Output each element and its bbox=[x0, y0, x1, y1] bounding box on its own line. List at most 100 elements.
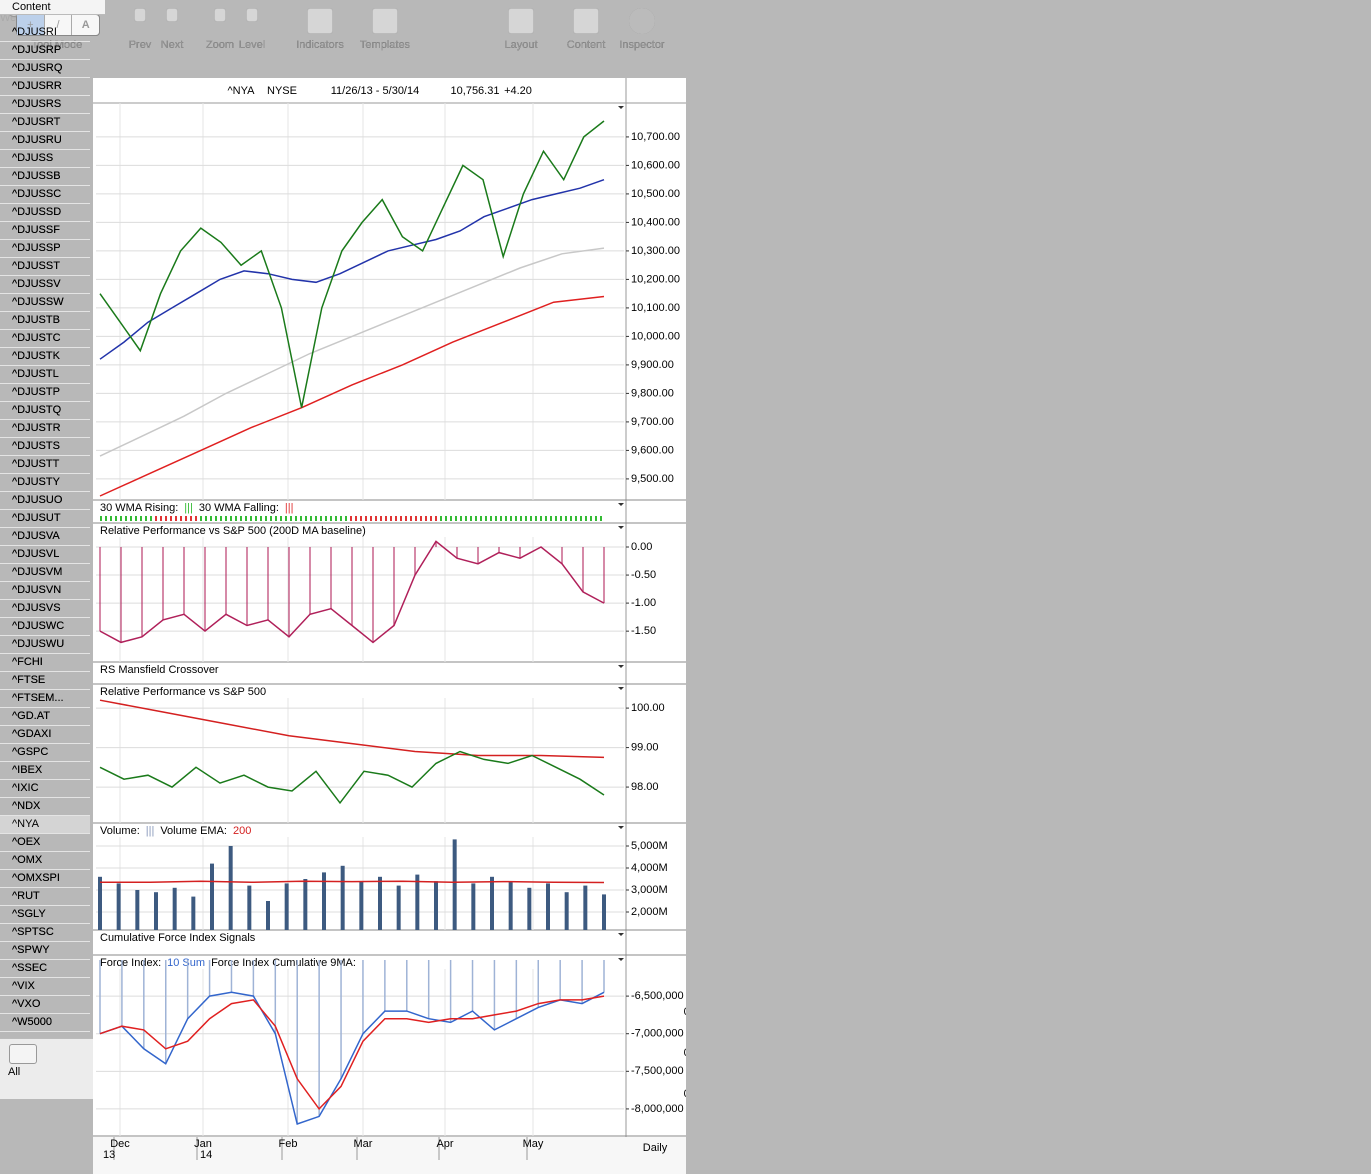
symbol-row[interactable]: ^OEX bbox=[0, 834, 90, 852]
tool-mode-control[interactable]: +/ A bbox=[16, 14, 100, 36]
symbol-row[interactable]: ^DJUSRI bbox=[0, 24, 90, 42]
symbol-row[interactable]: ^OMXSPI bbox=[0, 870, 90, 888]
symbol-row[interactable]: ^DJUSRQ bbox=[0, 60, 90, 78]
tool-button[interactable]: + bbox=[17, 15, 45, 35]
symbol-row[interactable]: ^DJUSVA bbox=[0, 528, 90, 546]
toolbar-label[interactable]: Level bbox=[238, 39, 266, 51]
trend-tick bbox=[315, 516, 317, 521]
toolbar-label[interactable]: Tool Mode bbox=[31, 39, 83, 51]
symbol-row[interactable]: ^DJUSSD bbox=[0, 204, 90, 222]
symbol-row[interactable]: ^IXIC bbox=[0, 780, 90, 798]
toolbar-label[interactable]: Inspector bbox=[619, 39, 665, 51]
toolbar-icon[interactable] bbox=[508, 8, 534, 34]
y-tick-label: 10,600.00 bbox=[631, 159, 680, 171]
toolbar-label[interactable]: Prev bbox=[128, 39, 152, 51]
symbol-row[interactable]: ^FCHI bbox=[0, 654, 90, 672]
toolbar-label[interactable]: Next bbox=[160, 39, 184, 51]
symbol-row[interactable]: ^DJUSSB bbox=[0, 168, 90, 186]
gear-button[interactable] bbox=[9, 1044, 37, 1064]
symbol-row[interactable]: ^IBEX bbox=[0, 762, 90, 780]
symbol-row[interactable]: ^DJUSTT bbox=[0, 456, 90, 474]
symbol-row[interactable]: ^DJUSSV bbox=[0, 276, 90, 294]
volume-bar bbox=[266, 901, 270, 930]
symbol-row[interactable]: ^DJUSWC bbox=[0, 618, 90, 636]
symbol-row[interactable]: ^DJUSTL bbox=[0, 366, 90, 384]
toolbar-icon[interactable] bbox=[214, 8, 226, 22]
symbol-row[interactable]: ^DJUSSF bbox=[0, 222, 90, 240]
symbol-row[interactable]: ^DJUSST bbox=[0, 258, 90, 276]
toolbar-label[interactable]: Templates bbox=[359, 39, 411, 51]
trend-tick bbox=[380, 516, 382, 521]
toolbar-label[interactable]: Indicators bbox=[296, 39, 344, 51]
volume-bar bbox=[490, 876, 494, 930]
toolbar-label[interactable]: Zoom bbox=[205, 39, 235, 51]
trend-tick bbox=[140, 516, 142, 521]
symbol-row[interactable]: ^DJUSTC bbox=[0, 330, 90, 348]
toolbar-icon[interactable] bbox=[134, 8, 146, 22]
symbol-row[interactable]: ^NDX bbox=[0, 798, 90, 816]
symbol-row[interactable]: ^DJUSSP bbox=[0, 240, 90, 258]
symbol-row[interactable]: ^GDAXI bbox=[0, 726, 90, 744]
toolbar-label[interactable]: Prev bbox=[128, 39, 152, 51]
symbol-row[interactable]: ^VIX bbox=[0, 978, 90, 996]
symbol-row[interactable]: ^DJUSVM bbox=[0, 564, 90, 582]
symbol-row[interactable]: ^DJUSSC bbox=[0, 186, 90, 204]
symbol-row[interactable]: ^DJUSVN bbox=[0, 582, 90, 600]
series-line bbox=[99, 991, 605, 1125]
symbol-row[interactable]: ^DJUSRT bbox=[0, 114, 90, 132]
symbol-row[interactable]: ^OMX bbox=[0, 852, 90, 870]
toolbar-label[interactable]: Content bbox=[566, 39, 606, 51]
symbol-row[interactable]: ^GSPC bbox=[0, 744, 90, 762]
symbol-row[interactable]: ^DJUSRP bbox=[0, 42, 90, 60]
panel-title: Volume: ||| Volume EMA: 200 bbox=[100, 825, 251, 837]
symbol-row[interactable]: ^W5000 bbox=[0, 1014, 90, 1032]
symbol-row[interactable]: ^DJUSTK bbox=[0, 348, 90, 366]
symbol-row[interactable]: ^DJUSTY bbox=[0, 474, 90, 492]
list-footer[interactable]: All bbox=[8, 1066, 21, 1078]
toolbar-label[interactable]: Level bbox=[238, 39, 266, 51]
symbol-row[interactable]: ^SPWY bbox=[0, 942, 90, 960]
toolbar-label[interactable]: Next bbox=[160, 39, 184, 51]
symbol-row[interactable]: ^DJUSUO bbox=[0, 492, 90, 510]
toolbar-label[interactable]: Indicators bbox=[296, 39, 344, 51]
toolbar-label[interactable]: Layout bbox=[504, 39, 538, 51]
toolbar-icon[interactable] bbox=[307, 8, 333, 34]
toolbar-label[interactable]: Layout bbox=[504, 39, 538, 51]
toolbar-icon[interactable] bbox=[629, 8, 655, 34]
symbol-row[interactable]: ^DJUSWU bbox=[0, 636, 90, 654]
symbol-row[interactable]: ^DJUSRS bbox=[0, 96, 90, 114]
toolbar-icon[interactable] bbox=[246, 8, 258, 22]
toolbar-label[interactable]: Zoom bbox=[205, 39, 235, 51]
symbol-row[interactable]: ^NYA bbox=[0, 816, 90, 834]
symbol-row[interactable]: ^DJUSSW bbox=[0, 294, 90, 312]
toolbar-icon[interactable] bbox=[573, 8, 599, 34]
toolbar-icon[interactable] bbox=[166, 8, 178, 22]
symbol-row[interactable]: ^DJUSTB bbox=[0, 312, 90, 330]
symbol-row[interactable]: ^RUT bbox=[0, 888, 90, 906]
symbol-row[interactable]: ^SGLY bbox=[0, 906, 90, 924]
symbol-row[interactable]: ^DJUSUT bbox=[0, 510, 90, 528]
symbol-row[interactable]: ^FTSE bbox=[0, 672, 90, 690]
tool-button[interactable]: / bbox=[45, 15, 73, 35]
symbol-row[interactable]: ^DJUSRR bbox=[0, 78, 90, 96]
toolbar-label[interactable]: Inspector bbox=[619, 39, 665, 51]
symbol-row[interactable]: ^DJUSTQ bbox=[0, 402, 90, 420]
trend-tick bbox=[505, 516, 507, 521]
symbol-row[interactable]: ^GD.AT bbox=[0, 708, 90, 726]
toolbar-label[interactable]: Content bbox=[566, 39, 606, 51]
toolbar-icon[interactable] bbox=[372, 8, 398, 34]
symbol-row[interactable]: ^SPTSC bbox=[0, 924, 90, 942]
toolbar-label[interactable]: Tool Mode bbox=[31, 39, 83, 51]
symbol-row[interactable]: ^DJUSTR bbox=[0, 420, 90, 438]
symbol-row[interactable]: ^DJUSTP bbox=[0, 384, 90, 402]
symbol-row[interactable]: ^DJUSTS bbox=[0, 438, 90, 456]
symbol-row[interactable]: ^VXO bbox=[0, 996, 90, 1014]
symbol-row[interactable]: ^SSEC bbox=[0, 960, 90, 978]
symbol-row[interactable]: ^DJUSS bbox=[0, 150, 90, 168]
symbol-row[interactable]: ^DJUSVL bbox=[0, 546, 90, 564]
tool-button[interactable]: A bbox=[81, 19, 90, 31]
symbol-row[interactable]: ^FTSEM... bbox=[0, 690, 90, 708]
toolbar-label[interactable]: Templates bbox=[359, 39, 411, 51]
symbol-row[interactable]: ^DJUSRU bbox=[0, 132, 90, 150]
symbol-row[interactable]: ^DJUSVS bbox=[0, 600, 90, 618]
